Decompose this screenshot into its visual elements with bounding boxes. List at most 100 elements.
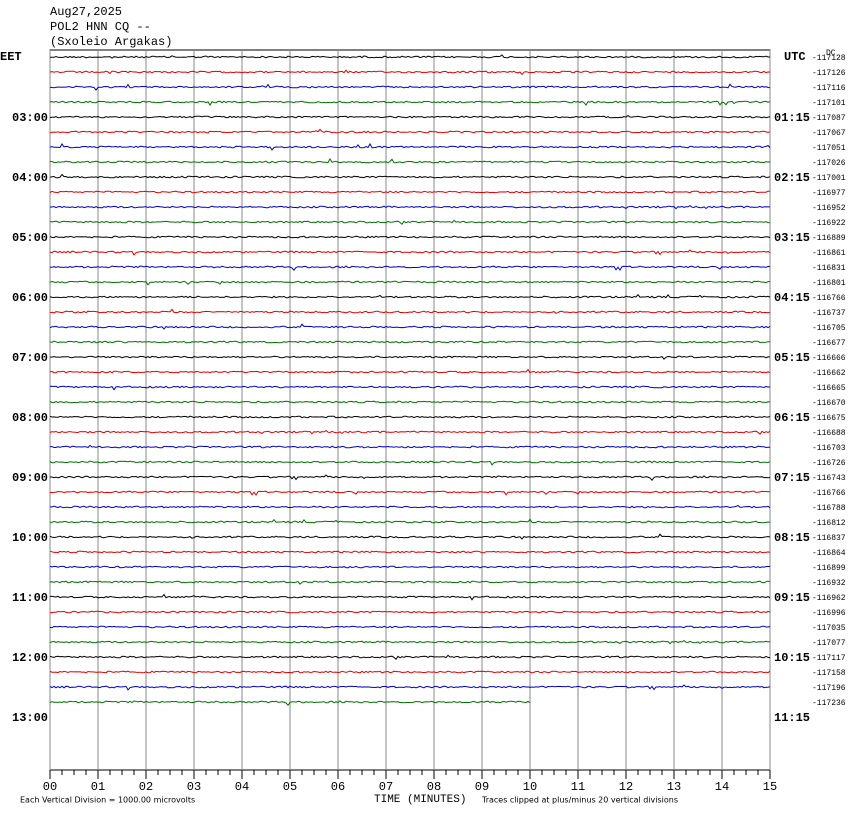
x-tick-label: 09 <box>475 780 489 794</box>
x-tick-label: 08 <box>427 780 441 794</box>
offset-label: -116831 <box>812 264 846 273</box>
chart-title: Aug27,2025 <box>50 5 122 19</box>
trace <box>49 700 531 706</box>
offset-label: -117236 <box>812 699 846 708</box>
offset-label: -116932 <box>812 579 846 588</box>
eet-hour-label: 09:00 <box>12 471 48 485</box>
x-tick-label: 04 <box>235 780 249 794</box>
station-name: (Sxoleio Argakas) <box>50 35 172 49</box>
offset-label: -117035 <box>812 624 846 633</box>
trace <box>49 415 771 419</box>
offset-label: -116662 <box>812 369 846 378</box>
trace <box>49 323 771 330</box>
eet-hour-label: 08:00 <box>12 411 48 425</box>
offset-label: -117196 <box>812 684 846 693</box>
utc-hour-label: 10:15 <box>774 651 810 665</box>
eet-hour-label: 10:00 <box>12 531 48 545</box>
trace <box>49 190 770 194</box>
offset-label: -117116 <box>812 84 846 93</box>
offset-label: -117158 <box>812 669 846 678</box>
x-tick-label: 13 <box>667 780 681 794</box>
trace <box>49 670 771 674</box>
trace <box>50 204 770 210</box>
offset-label: -117026 <box>812 159 846 168</box>
trace <box>50 474 771 481</box>
trace <box>50 593 771 601</box>
offset-label: -116977 <box>812 189 846 198</box>
eet-hour-label: 07:00 <box>12 351 48 365</box>
trace <box>49 533 771 540</box>
offset-label: -116665 <box>812 384 846 393</box>
utc-hour-label: 11:15 <box>774 711 810 725</box>
utc-hour-label: 08:15 <box>774 531 810 545</box>
offset-label: -116861 <box>812 249 846 258</box>
offset-label: -116922 <box>812 219 846 228</box>
offset-label: -116703 <box>812 444 846 453</box>
offset-label: -116766 <box>812 294 846 303</box>
x-tick-label: 10 <box>523 780 537 794</box>
x-tick-label: 12 <box>619 780 633 794</box>
trace <box>49 128 771 134</box>
utc-hour-label: 06:15 <box>774 411 810 425</box>
trace <box>49 550 771 554</box>
trace <box>49 429 771 435</box>
x-axis-label: TIME (MINUTES) <box>374 794 466 806</box>
trace <box>49 100 771 107</box>
trace <box>50 265 771 271</box>
trace <box>49 280 771 286</box>
eet-hour-label: 13:00 <box>12 711 48 725</box>
offset-label: -116675 <box>812 414 846 423</box>
utc-hour-label: 01:15 <box>774 111 810 125</box>
offset-label: -116666 <box>812 354 846 363</box>
eet-hour-label: 05:00 <box>12 231 48 245</box>
offset-label: -116677 <box>812 339 846 348</box>
trace <box>49 684 771 691</box>
offset-label: -116688 <box>812 429 846 438</box>
trace <box>49 293 771 299</box>
trace <box>49 385 771 391</box>
utc-hour-label: 07:15 <box>774 471 810 485</box>
trace <box>49 580 771 585</box>
plot-frame <box>49 49 771 771</box>
trace <box>49 235 771 239</box>
offset-label: -116812 <box>812 519 846 528</box>
trace <box>49 639 771 645</box>
trace <box>49 355 771 360</box>
trace <box>49 114 771 119</box>
offset-label: -117001 <box>812 174 846 183</box>
trace <box>49 654 771 660</box>
offset-label: -117128 <box>812 54 846 63</box>
offset-label: -117051 <box>812 144 846 153</box>
offset-label: -116837 <box>812 534 846 543</box>
scale-note: Each Vertical Division = 1000.00 microvo… <box>20 796 195 805</box>
eet-hour-label: 06:00 <box>12 291 48 305</box>
offset-label: -116670 <box>812 399 846 408</box>
offset-label: -116737 <box>812 309 846 318</box>
x-tick-label: 05 <box>283 780 297 794</box>
left-timezone: EET <box>0 50 22 64</box>
trace <box>49 219 771 225</box>
utc-hour-label: 03:15 <box>774 231 810 245</box>
trace <box>49 400 771 404</box>
right-timezone: UTC <box>784 50 806 64</box>
trace <box>49 158 771 164</box>
trace <box>49 249 771 256</box>
x-tick-label: 01 <box>91 780 105 794</box>
trace <box>49 625 771 629</box>
trace <box>49 340 770 344</box>
trace <box>49 368 771 374</box>
trace <box>49 518 771 524</box>
x-tick-label: 11 <box>571 780 585 794</box>
offset-label: -116726 <box>812 459 846 468</box>
trace <box>49 565 770 569</box>
offset-label: -116889 <box>812 234 846 243</box>
x-tick-label: 15 <box>763 780 777 794</box>
trace <box>49 308 771 314</box>
utc-hour-label: 02:15 <box>774 171 810 185</box>
x-tick-label: 07 <box>379 780 393 794</box>
x-tick-label: 03 <box>187 780 201 794</box>
utc-hour-label: 09:15 <box>774 591 810 605</box>
eet-hour-label: 11:00 <box>12 591 48 605</box>
trace <box>50 490 770 496</box>
